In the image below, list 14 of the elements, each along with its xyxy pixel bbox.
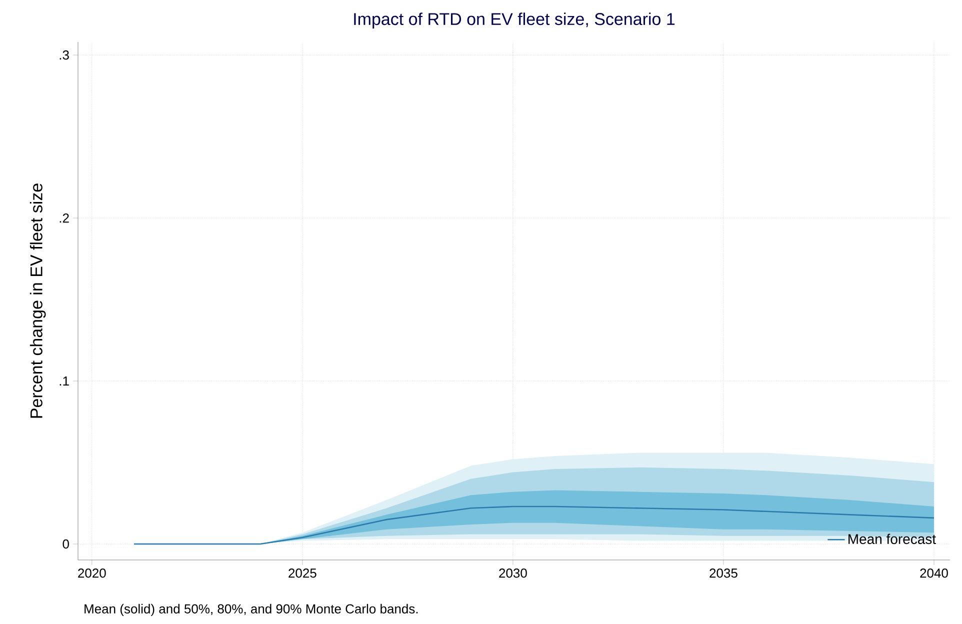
y-tick-label: .2 [60,213,69,223]
x-tick-label: 2035 [710,568,738,578]
y-tick-label: .1 [60,376,69,386]
y-tick-label: .3 [60,50,69,60]
line-series [133,506,935,545]
legend-label: Mean forecast [848,534,936,544]
x-tick-label: 2040 [920,568,948,578]
chart-title: Impact of RTD on EV fleet size, Scenario 1 [354,12,675,28]
y-tick-label: 0 [62,539,69,549]
x-tick-label: 2020 [78,568,106,578]
x-tick-label: 2025 [288,568,316,578]
x-tick-label: 2030 [499,568,527,578]
y-axis-title: Percent change in EV fleet size [30,184,46,418]
text: Mean (solid) and 50%, 80%, and 90% Monte Carlo bands. [84,604,418,616]
